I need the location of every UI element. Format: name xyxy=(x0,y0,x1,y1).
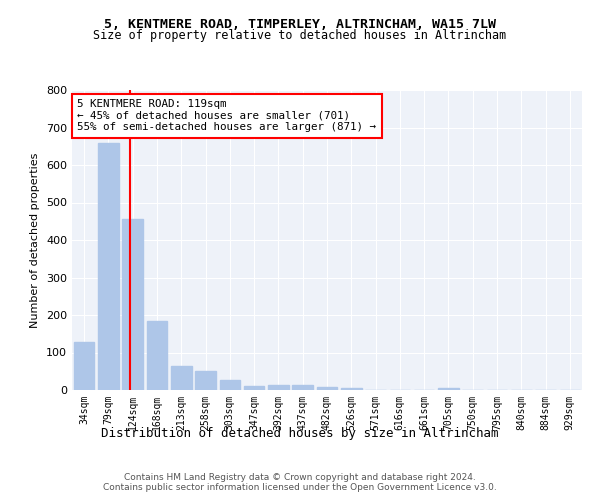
Bar xyxy=(74,342,94,390)
Bar xyxy=(438,388,459,390)
Text: Contains public sector information licensed under the Open Government Licence v3: Contains public sector information licen… xyxy=(103,482,497,492)
Text: Size of property relative to detached houses in Altrincham: Size of property relative to detached ho… xyxy=(94,29,506,42)
Bar xyxy=(317,387,337,390)
Bar xyxy=(195,371,216,390)
Bar xyxy=(220,380,240,390)
Bar xyxy=(171,366,191,390)
Text: 5, KENTMERE ROAD, TIMPERLEY, ALTRINCHAM, WA15 7LW: 5, KENTMERE ROAD, TIMPERLEY, ALTRINCHAM,… xyxy=(104,18,496,30)
Bar xyxy=(341,388,362,390)
Bar xyxy=(146,322,167,390)
Bar xyxy=(122,220,143,390)
Y-axis label: Number of detached properties: Number of detached properties xyxy=(31,152,40,328)
Bar xyxy=(244,386,265,390)
Text: Contains HM Land Registry data © Crown copyright and database right 2024.: Contains HM Land Registry data © Crown c… xyxy=(124,472,476,482)
Text: Distribution of detached houses by size in Altrincham: Distribution of detached houses by size … xyxy=(101,428,499,440)
Bar xyxy=(98,142,119,390)
Text: 5 KENTMERE ROAD: 119sqm
← 45% of detached houses are smaller (701)
55% of semi-d: 5 KENTMERE ROAD: 119sqm ← 45% of detache… xyxy=(77,99,376,132)
Bar xyxy=(292,385,313,390)
Bar xyxy=(268,385,289,390)
